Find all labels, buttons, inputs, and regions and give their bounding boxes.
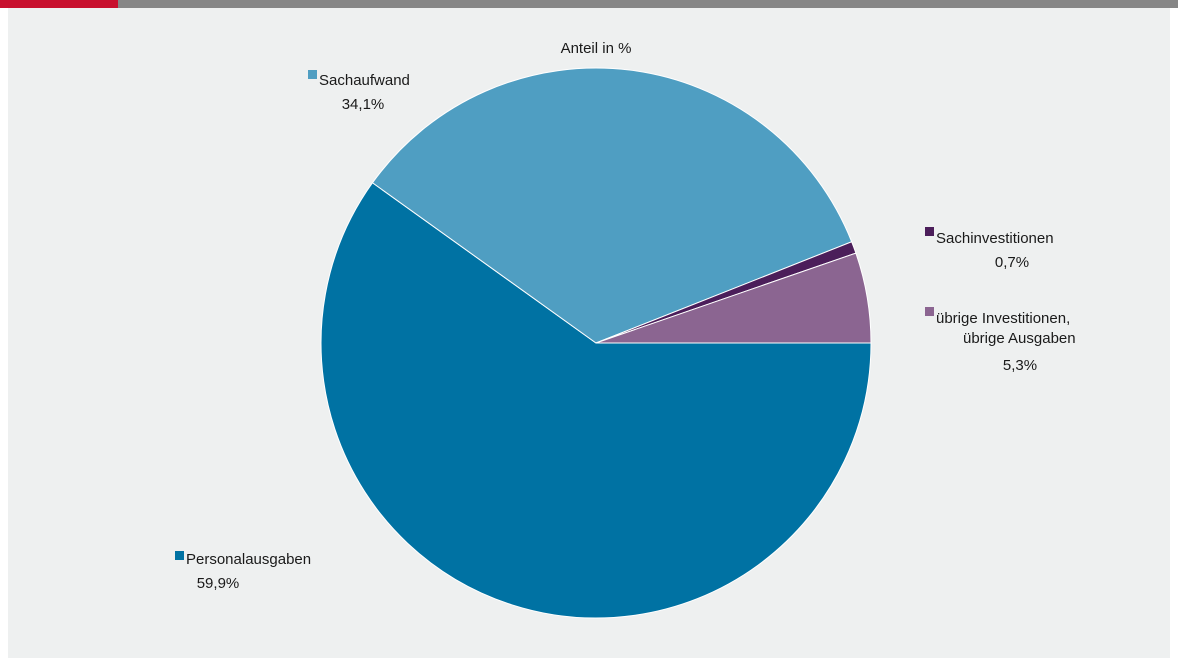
slice-value-label: 59,9%	[197, 575, 240, 592]
top-bar-accent	[0, 0, 118, 8]
slice-value-label: 5,3%	[1003, 357, 1037, 374]
top-bar	[0, 0, 1178, 8]
slice-name-label: übrige Investitionen,	[936, 310, 1070, 327]
slice-name-label: übrige Ausgaben	[963, 330, 1076, 347]
legend-swatch-uebrige-investitionen-uebrige-ausgaben	[925, 307, 934, 316]
pie-slices	[321, 68, 871, 618]
slice-name-label: Sachinvestitionen	[936, 230, 1054, 247]
legend-swatch-sachaufwand	[308, 70, 317, 79]
slice-value-label: 0,7%	[995, 254, 1029, 271]
chart-title: Anteil in %	[561, 40, 632, 57]
slice-name-label: Personalausgaben	[186, 551, 311, 568]
legend-swatch-personalausgaben	[175, 551, 184, 560]
slice-value-label: 34,1%	[342, 96, 385, 113]
pie-chart: Anteil in % Personalausgaben 59,9% Sachauf…	[8, 8, 1170, 658]
legend-swatch-sachinvestitionen	[925, 227, 934, 236]
slice-name-label: Sachaufwand	[319, 72, 410, 89]
chart-panel: Anteil in % Personalausgaben 59,9% Sachauf…	[8, 8, 1170, 658]
